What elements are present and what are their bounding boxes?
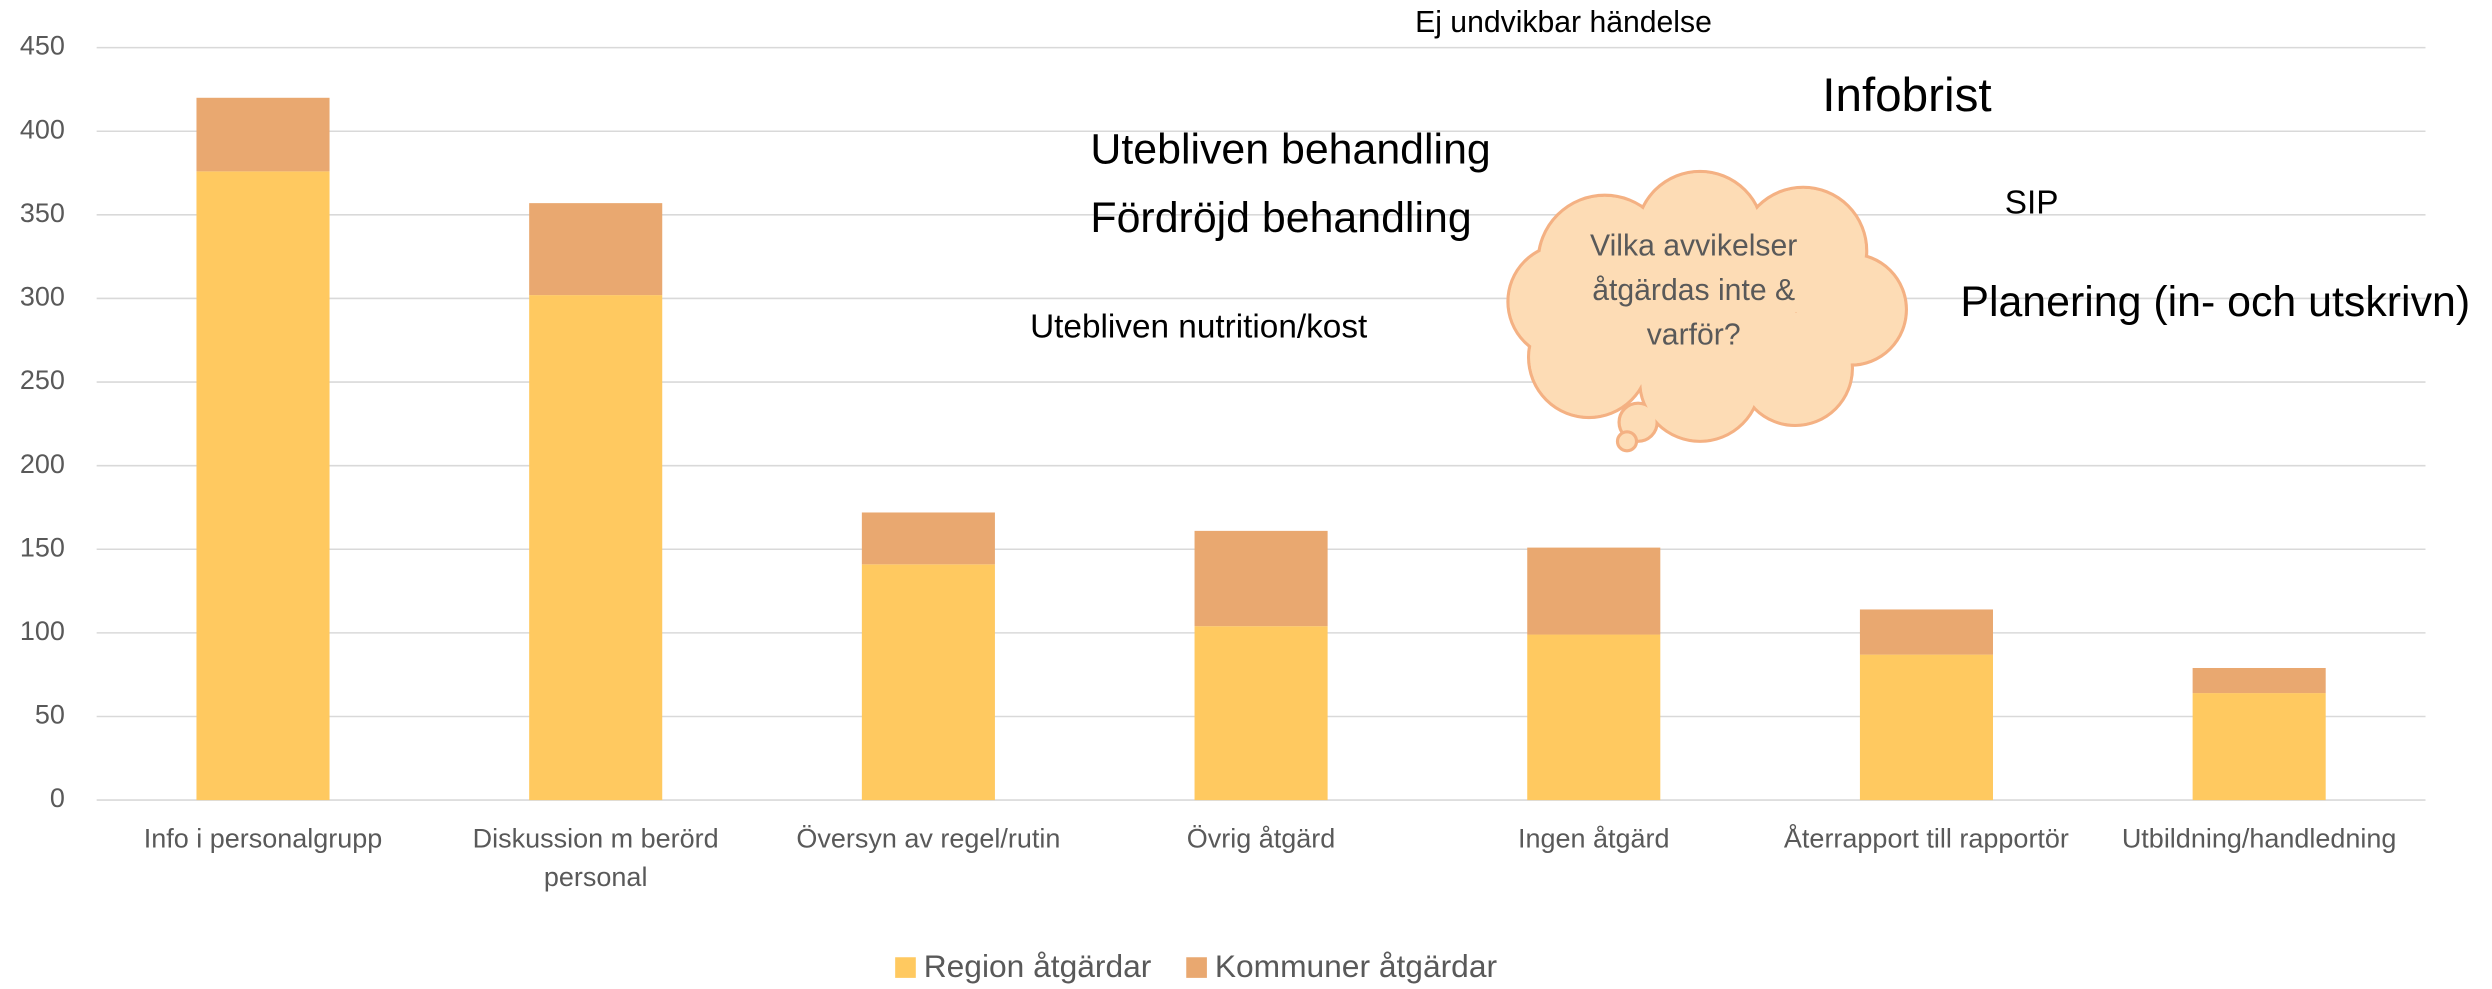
bar-segment (1194, 626, 1328, 801)
annotation: Utebliven nutrition/kost (1030, 308, 1368, 345)
y-tick-label: 200 (20, 449, 65, 479)
thought-cloud (1506, 169, 1908, 453)
legend-label: Region åtgärdar (924, 948, 1152, 984)
bar-segment (529, 203, 663, 296)
y-tick-label: 400 (20, 114, 65, 144)
callout-box: Vilka avvikelser åtgärdas inte & varför? (1590, 230, 1798, 353)
bar-segment (1859, 609, 1993, 655)
y-tick-label: 350 (20, 198, 65, 228)
x-label-box: Övrig åtgärd (1186, 823, 1336, 855)
bar-segment (1194, 530, 1328, 627)
bar-segment (196, 171, 330, 801)
x-tick-label: Utbildning/handledning (2121, 823, 2397, 855)
annotation: Ej undvikbar händelse (1415, 6, 1712, 39)
x-label-box: Översyn av regel/rutin (796, 823, 1061, 855)
bar-segment (529, 295, 663, 801)
x-tick-label: Ingen åtgärd (1517, 823, 1670, 855)
y-tick-label: 300 (20, 282, 65, 312)
legend-label: Kommuner åtgärdar (1215, 948, 1498, 984)
annotation: SIP (2005, 185, 2059, 222)
y-tick-label: 150 (20, 532, 65, 562)
y-tick-label: 100 (20, 616, 65, 646)
annotation: Utebliven behandling (1090, 126, 1490, 174)
bar-segment (2192, 667, 2326, 694)
x-label-box: Diskussion m berörd personal (472, 823, 719, 893)
x-tick-label: Diskussion m berörd personal (472, 823, 719, 893)
y-tick-label: 0 (50, 783, 65, 813)
bar-segment (1859, 654, 1993, 801)
annotation: Infobrist (1822, 69, 1991, 122)
x-tick-label: Övrig åtgärd (1186, 823, 1336, 855)
x-tick-label: Översyn av regel/rutin (796, 823, 1061, 855)
x-tick-label: Återrapport till rapportör (1783, 823, 2069, 855)
x-label-box: Ingen åtgärd (1517, 823, 1670, 855)
bar-segment (1527, 547, 1661, 635)
bar-segment (196, 97, 330, 172)
annotation: Planering (in- och utskrivn) (1960, 278, 2470, 326)
y-tick-label: 50 (35, 700, 65, 730)
legend-swatch (895, 957, 916, 978)
x-label-box: Info i personalgrupp (143, 823, 383, 855)
legend-swatch (1186, 957, 1207, 978)
plot: 0 50 100 150 200 250 300 350 400 450 Info i person… (20, 6, 2470, 984)
bar-segment (861, 512, 995, 565)
bar-segment (861, 564, 995, 801)
callout-text: Vilka avvikelser åtgärdas inte & varför? (1590, 230, 1798, 353)
y-tick-label: 250 (20, 365, 65, 395)
x-label-box: Återrapport till rapportör (1783, 823, 2069, 855)
bar-segment (1527, 634, 1661, 801)
y-tick-label: 450 (20, 31, 65, 61)
annotation: Fördröjd behandling (1090, 194, 1471, 242)
bar-segment (2192, 693, 2326, 801)
x-label-box: Utbildning/handledning (2121, 823, 2397, 855)
x-tick-label: Info i personalgrupp (143, 823, 383, 855)
